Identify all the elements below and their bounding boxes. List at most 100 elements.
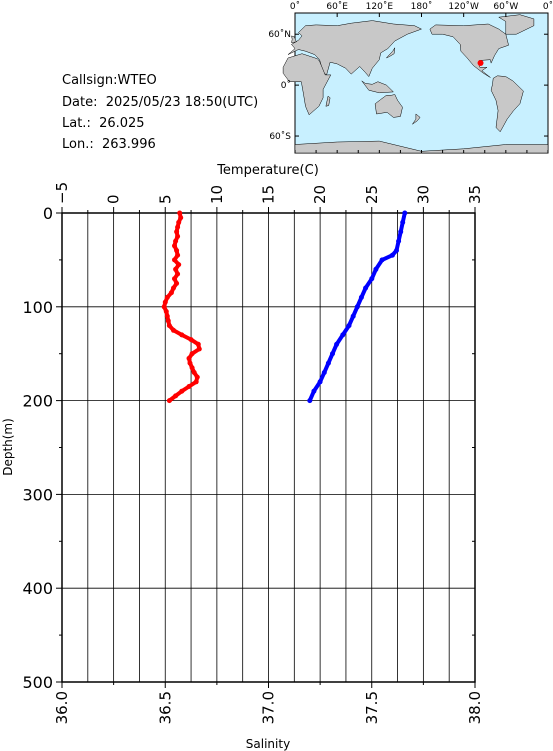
- salinity-point: [358, 294, 364, 300]
- south-america-landmass: [490, 75, 524, 133]
- australia-landmass: [374, 94, 403, 118]
- temperature-point: [171, 285, 176, 291]
- salinity-point: [317, 379, 323, 385]
- temperature-point: [174, 229, 180, 235]
- salinity-point: [334, 341, 340, 347]
- map-lon-label: 120˚W: [448, 1, 479, 12]
- salinity-point: [330, 351, 335, 357]
- temperature-point: [173, 266, 179, 272]
- map-lat-label: 0˚: [281, 80, 291, 91]
- depth-tick-label: 300: [22, 485, 53, 504]
- temperature-point: [175, 271, 181, 277]
- map-lon-label: 180˚: [411, 1, 433, 12]
- depth-tick-label: 200: [22, 392, 53, 411]
- depth-tick-label: 100: [22, 298, 53, 317]
- temperature-point: [179, 388, 185, 394]
- greenland-landmass: [498, 14, 535, 35]
- temperature-point: [163, 309, 169, 314]
- date-label: Date: 2025/05/23 18:50(UTC): [62, 95, 259, 110]
- salinity-point: [350, 313, 356, 319]
- map-lon-label: 60˚E: [326, 1, 348, 12]
- salinity-tick-label: 37.5: [363, 691, 381, 724]
- temperature-point: [189, 351, 195, 357]
- temperature-point: [172, 243, 177, 249]
- temperature-point: [171, 327, 176, 333]
- temperature-point: [196, 346, 202, 352]
- map-lat-label: 60˚S: [269, 131, 291, 142]
- temperature-point: [191, 370, 197, 375]
- temperature-point: [186, 355, 192, 361]
- salinity-point: [396, 238, 402, 244]
- temperature-point: [164, 313, 170, 319]
- temperature-point: [178, 215, 184, 221]
- map-lon-label: 120˚E: [366, 1, 394, 12]
- salinity-point: [307, 398, 313, 404]
- temperature-tick-label: 35: [466, 185, 484, 204]
- temperature-point: [175, 224, 181, 230]
- temperature-tick-label: 15: [260, 185, 278, 204]
- salinity-point: [379, 257, 385, 263]
- salinity-point: [346, 323, 352, 329]
- temperature-point: [166, 323, 172, 329]
- temperature-point: [186, 384, 192, 389]
- map-ticks: 0˚ 60˚E 120˚E 180˚ 120˚W 60˚W 0˚ 60˚N 0˚ 60˚S: [268, 1, 553, 153]
- location-marker: [477, 60, 484, 67]
- salinity-point: [373, 266, 379, 272]
- salinity-tick-label: 36.0: [53, 691, 71, 724]
- map-lat-label: 60˚N: [268, 29, 291, 40]
- temperature-tick-label: 0: [105, 194, 123, 204]
- depth-tick-label: 0: [43, 204, 53, 223]
- temperature-point: [195, 341, 201, 347]
- africa-landmass: [282, 53, 332, 116]
- temperature-point: [176, 262, 182, 268]
- salinity-profile-line: [307, 211, 407, 403]
- temperature-point: [174, 248, 180, 253]
- depth-tick-label: 400: [22, 579, 53, 598]
- salinity-point: [354, 304, 360, 310]
- salinity-point: [394, 248, 399, 253]
- map-lon-label: 0˚: [543, 1, 553, 12]
- madagascar-landmass: [325, 95, 331, 107]
- temperature-point: [172, 276, 177, 282]
- temperature-tick-label: 25: [363, 185, 381, 204]
- new-zealand-landmass: [412, 113, 421, 125]
- temperature-point: [172, 257, 177, 263]
- temperature-tick-label: 10: [208, 185, 226, 204]
- longitude-label: Lon.: 263.996: [62, 137, 156, 152]
- temperature-point: [187, 360, 193, 366]
- salinity-point: [325, 360, 331, 366]
- temperature-tick-label: 5: [156, 194, 174, 204]
- temperature-point: [175, 252, 181, 258]
- salinity-point: [321, 370, 327, 375]
- temperature-point: [173, 238, 179, 244]
- temperature-point: [188, 337, 194, 343]
- salinity-point: [311, 388, 317, 394]
- callsign-label: Callsign:WTEO: [62, 73, 157, 88]
- salinity-point: [340, 332, 346, 338]
- salinity-point: [400, 219, 406, 225]
- salinity-point: [389, 252, 395, 258]
- chart-series: [161, 210, 408, 404]
- temperature-point: [175, 233, 181, 239]
- japan-landmass: [386, 47, 396, 59]
- map-lon-label: 60˚W: [493, 1, 518, 12]
- temperature-point: [179, 332, 185, 338]
- salinity-point: [363, 285, 369, 291]
- temperature-point: [165, 318, 171, 324]
- salinity-tick-label: 36.5: [156, 691, 174, 724]
- chart-grid: [61, 212, 476, 683]
- temperature-point: [173, 393, 179, 399]
- temperature-tick-label: −5: [53, 182, 71, 204]
- temperature-point: [194, 374, 200, 380]
- salinity-tick-label: 37.0: [260, 691, 278, 724]
- depth-axis-label: Depth(m): [1, 418, 15, 476]
- salinity-point: [402, 210, 408, 216]
- temperature-point: [161, 304, 167, 310]
- salinity-tick-label: 38.0: [466, 691, 484, 724]
- depth-tick-label: 500: [22, 673, 53, 692]
- temperature-tick-label: 20: [311, 185, 329, 204]
- salinity-point: [398, 229, 404, 235]
- salinity-point: [369, 276, 375, 282]
